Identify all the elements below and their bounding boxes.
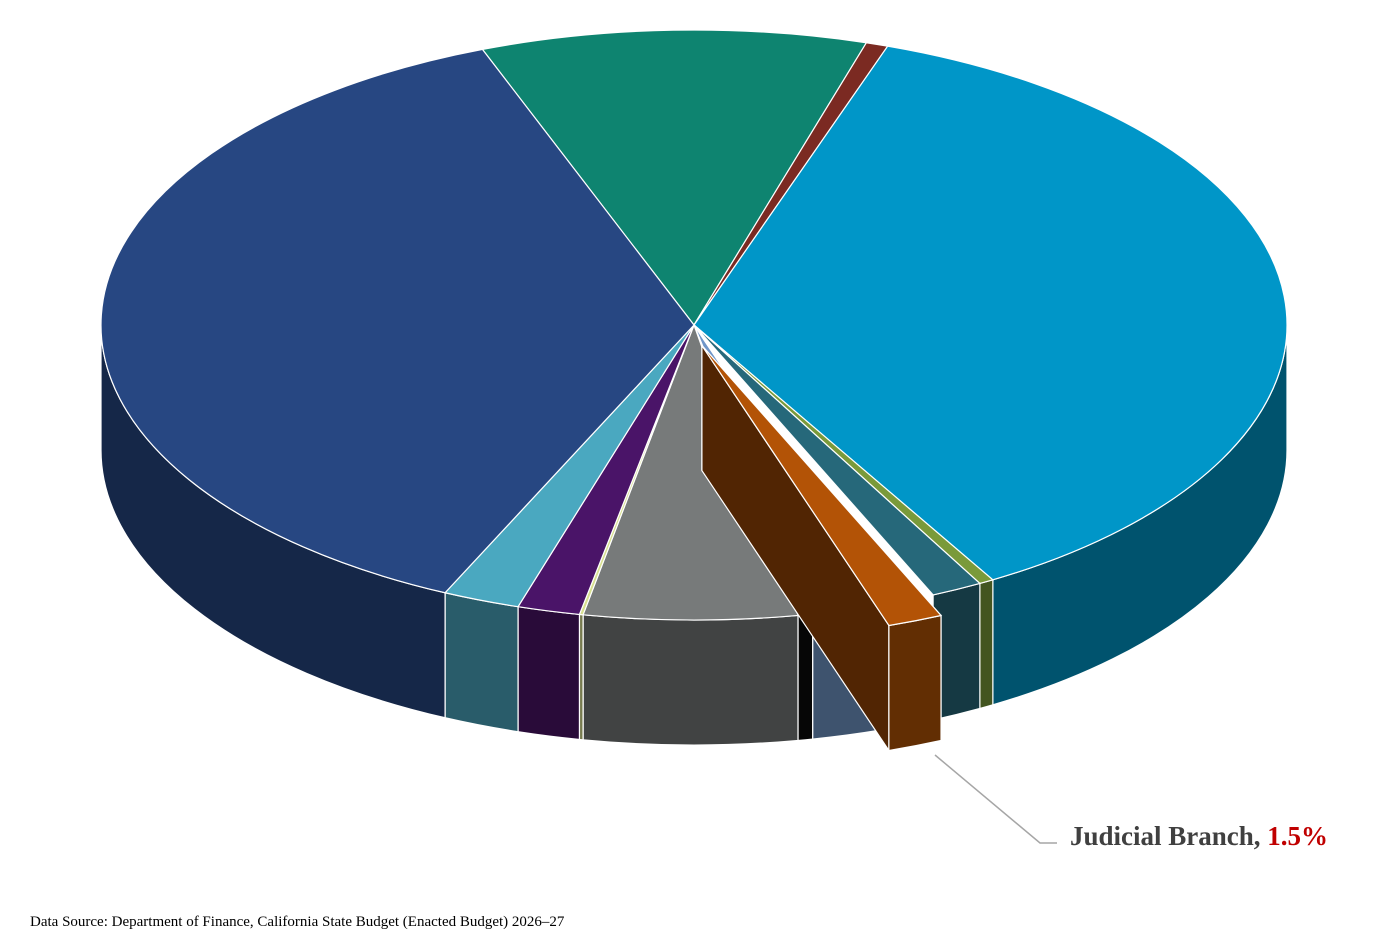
slice-top <box>582 323 799 621</box>
slice-side <box>582 614 799 746</box>
slice-top <box>701 345 943 627</box>
slice-top <box>481 29 868 327</box>
slice-side <box>444 591 519 733</box>
slice-top <box>693 324 982 596</box>
source-note: Data Source: Department of Finance, Cali… <box>30 914 565 930</box>
pie <box>100 29 1288 753</box>
value-label: 1.5% <box>1267 821 1328 851</box>
leader-line <box>934 754 1057 844</box>
slice-side <box>888 614 942 752</box>
data-label: Judicial Branch, 1.5% <box>1070 821 1328 851</box>
slice-side <box>517 606 581 741</box>
slice-side <box>979 579 994 710</box>
category-label: Judicial Branch, <box>1070 821 1261 851</box>
slice-top <box>100 48 695 594</box>
slice-top <box>693 45 1288 581</box>
